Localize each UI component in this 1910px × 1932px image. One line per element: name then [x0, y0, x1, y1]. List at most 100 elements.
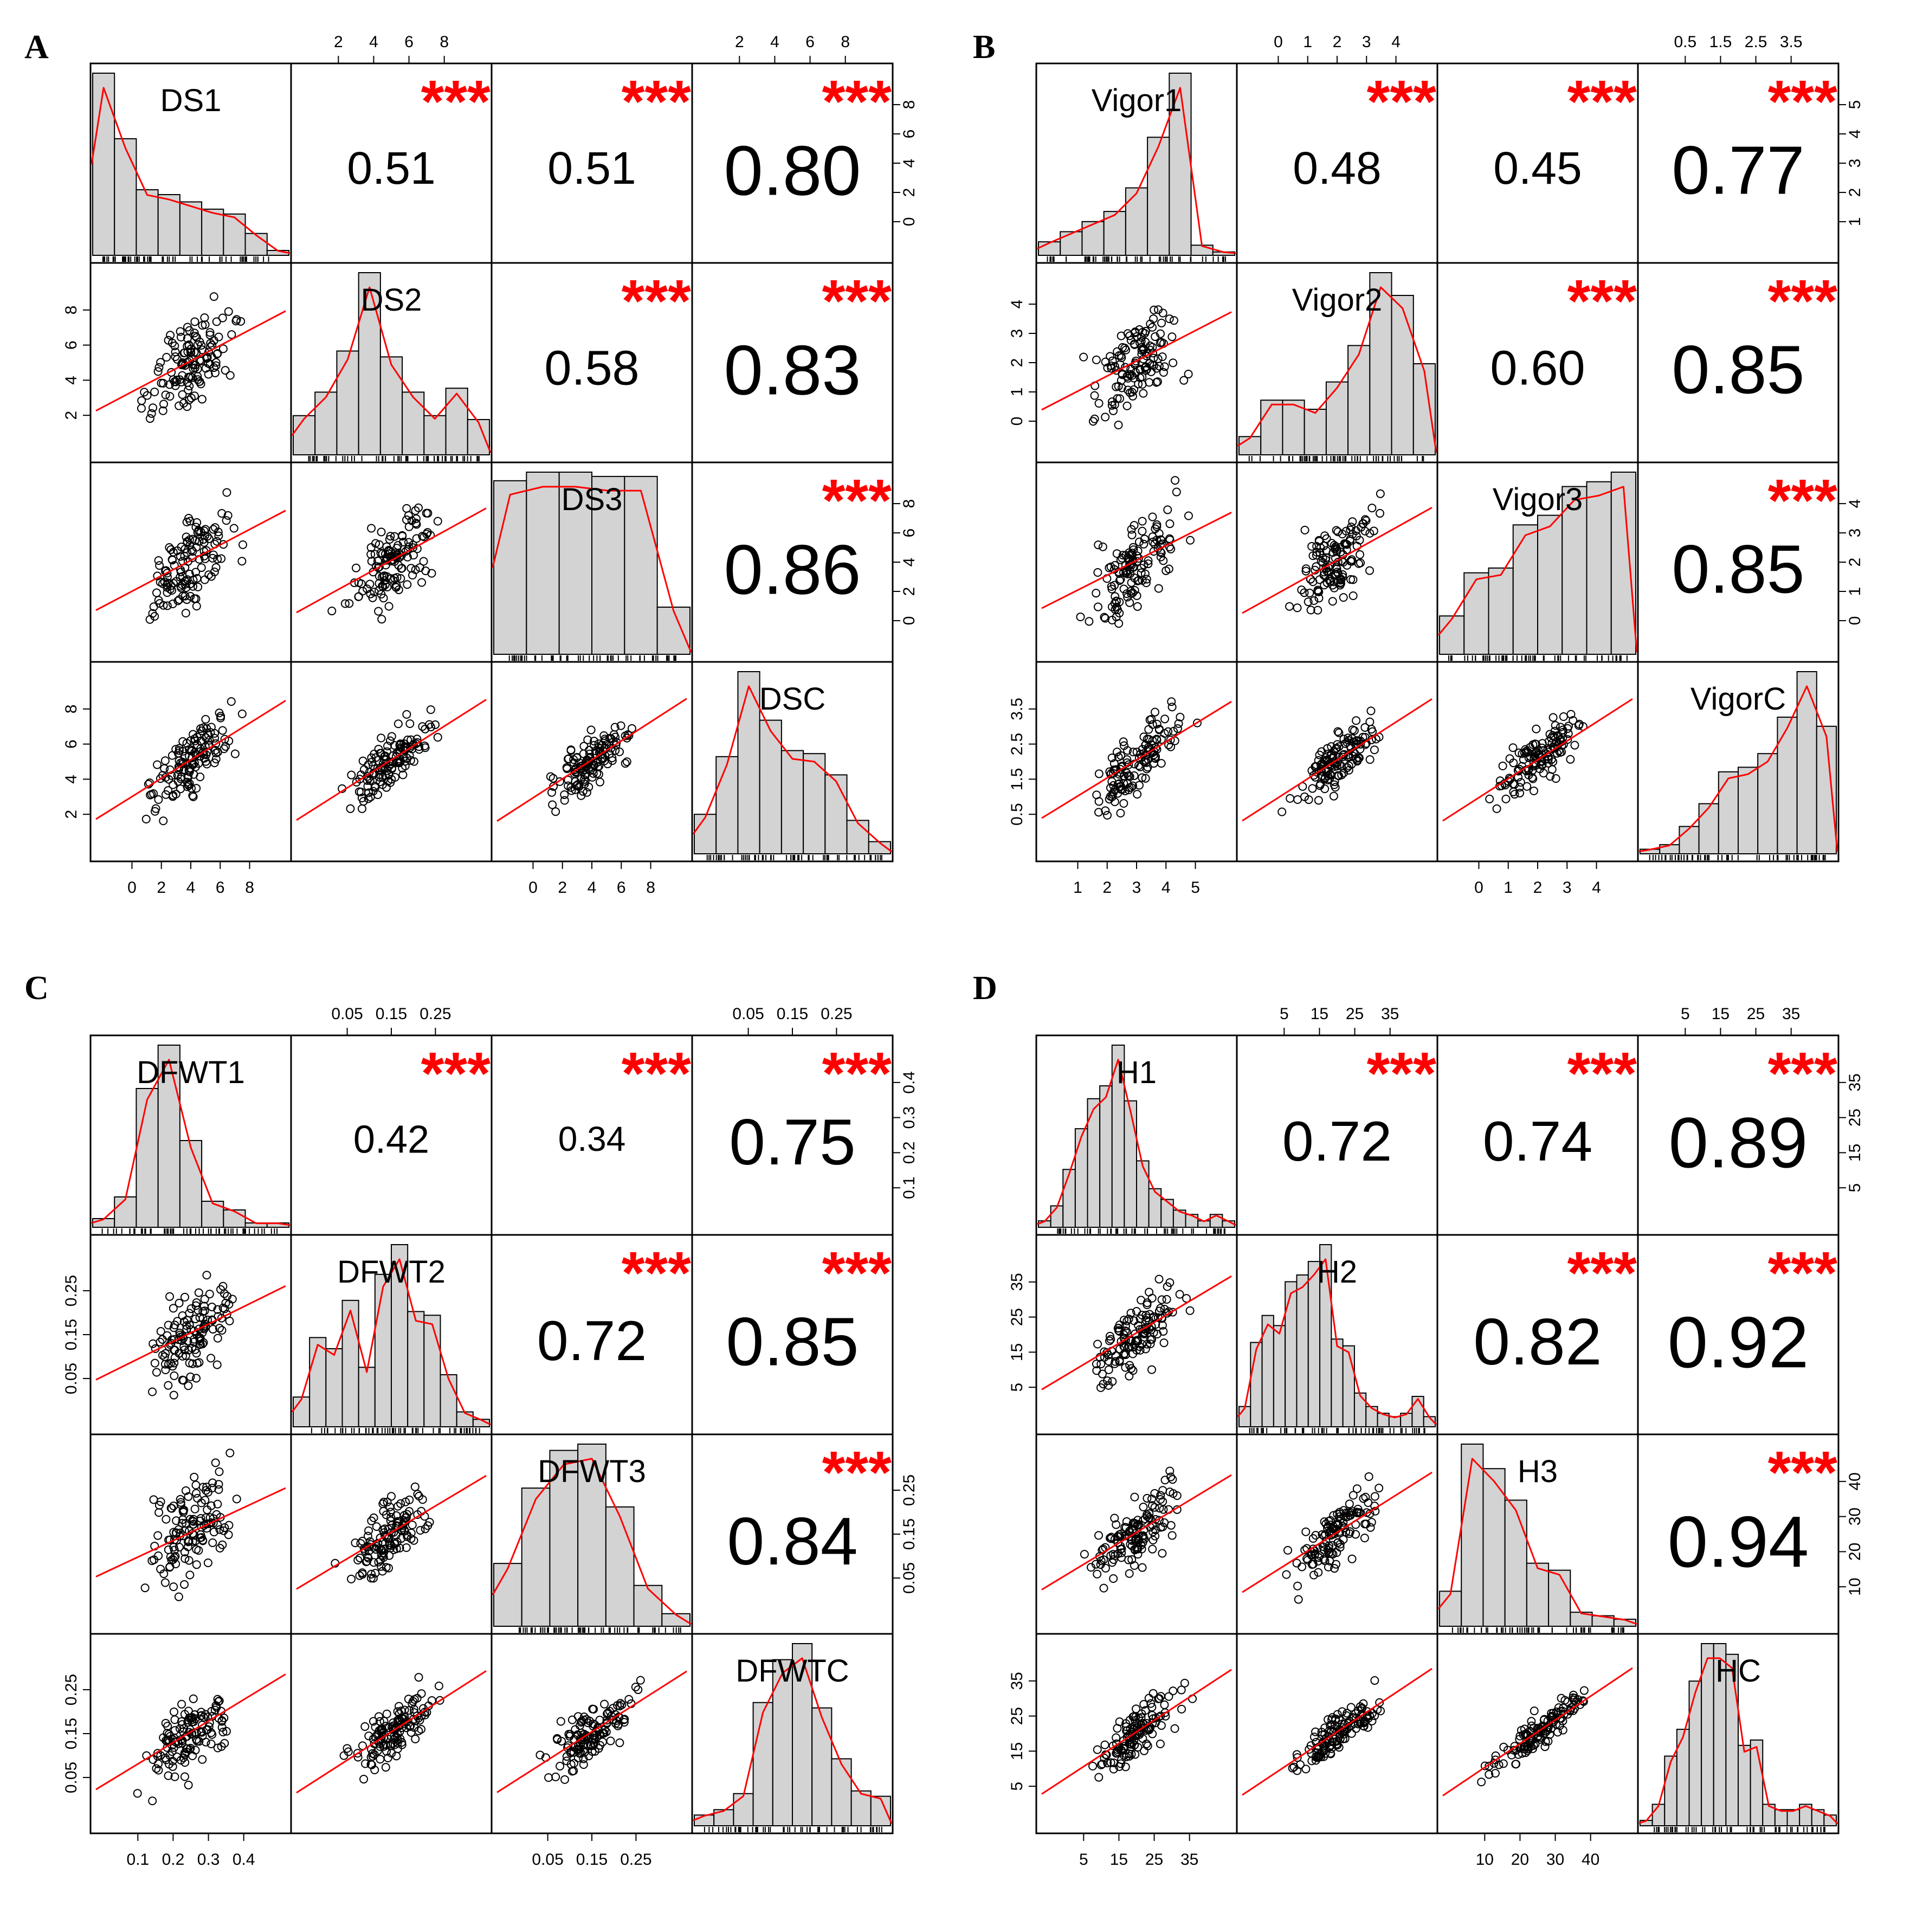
- bottom-tick-label: 1: [1504, 879, 1513, 897]
- hist-bar: [1074, 1128, 1088, 1228]
- variable-label: Vigor2: [1292, 282, 1383, 318]
- scatter-point: [165, 1562, 175, 1572]
- scatter-point: [1305, 588, 1314, 597]
- fit-line: [95, 1673, 286, 1791]
- left-tick-label: 15: [1008, 1742, 1026, 1760]
- scatter-point: [1301, 564, 1311, 574]
- scatter-point: [1126, 1540, 1135, 1549]
- scatter-point: [1293, 1581, 1302, 1590]
- scatter-point: [1354, 559, 1363, 568]
- right-tick-label: 8: [900, 100, 918, 110]
- right-tick-label: 2: [1846, 188, 1864, 197]
- scatter-point: [388, 763, 397, 772]
- scatter-point: [567, 1747, 576, 1756]
- panel-label: B: [973, 29, 995, 66]
- scatter-point: [1156, 329, 1165, 338]
- scatter-point: [1477, 1778, 1486, 1787]
- fit-line: [1442, 698, 1633, 822]
- scatter-point: [140, 1583, 150, 1593]
- scatter-point: [366, 1540, 375, 1549]
- scatter-point: [385, 534, 394, 544]
- density-curve: [693, 1657, 893, 1824]
- scatter-point: [209, 1528, 218, 1537]
- scatter-point: [1138, 372, 1147, 382]
- scatter-point: [600, 735, 609, 744]
- bottom-tick-label: 0.2: [162, 1851, 185, 1869]
- scatter-point: [1127, 1731, 1137, 1740]
- scatter-point: [1131, 1750, 1140, 1759]
- hist-bar: [1124, 1100, 1137, 1228]
- scatter-point: [153, 760, 162, 769]
- cell-border: [1035, 1234, 1238, 1435]
- left-tick-label: 0: [1008, 417, 1026, 426]
- cell-3-2: [491, 661, 693, 862]
- scatter-point: [1564, 722, 1573, 731]
- hist-bar: [309, 1337, 327, 1427]
- left-tick-label: 0.05: [62, 1762, 80, 1793]
- scatter-point: [1094, 540, 1103, 550]
- significance-stars: ***: [1567, 1040, 1637, 1107]
- scatter-point: [1177, 1685, 1186, 1695]
- scatter-point: [390, 532, 399, 541]
- scatter-point: [170, 1726, 179, 1735]
- scatter-point: [1351, 1709, 1360, 1718]
- scatter-point: [1330, 1564, 1339, 1573]
- scatter-point: [170, 1358, 179, 1368]
- scatter-point: [624, 731, 634, 740]
- top-tick-label: 0.05: [732, 1005, 764, 1023]
- scatter-point: [1510, 1742, 1519, 1751]
- scatter-point: [1117, 751, 1126, 760]
- scatter-point: [600, 1699, 609, 1709]
- scatter-point: [421, 1524, 430, 1534]
- scatter-point: [172, 1516, 181, 1525]
- scatter-point: [358, 1570, 367, 1579]
- scatter-point: [367, 757, 377, 767]
- scatter-point: [1144, 725, 1153, 734]
- hist-bar: [752, 1702, 773, 1826]
- scatter-point: [218, 1540, 227, 1549]
- hist-bar: [1774, 1809, 1788, 1827]
- scatter-point: [1527, 1733, 1536, 1742]
- scatter-point: [229, 524, 238, 533]
- right-tick-label: 40: [1846, 1472, 1864, 1490]
- scatter-point: [217, 554, 226, 563]
- hist-bar: [1412, 363, 1436, 455]
- scatter-point: [232, 1495, 241, 1504]
- scatter-point: [408, 741, 417, 750]
- scatter-point: [1301, 566, 1311, 576]
- significance-stars: ***: [1768, 1240, 1838, 1306]
- cell-1-1: DS2: [290, 262, 493, 463]
- scatter-point: [191, 1480, 201, 1490]
- scatter-point: [1323, 1524, 1332, 1533]
- hist-bar: [1488, 567, 1514, 655]
- scatter-point: [1101, 413, 1110, 422]
- scatter-point: [1528, 1744, 1537, 1753]
- scatter-point: [535, 1750, 545, 1760]
- bottom-tick-label: 15: [1110, 1851, 1128, 1869]
- bottom-tick-label: 1: [1073, 879, 1082, 897]
- scatter-point: [1124, 385, 1133, 395]
- scatter-point: [1333, 527, 1343, 537]
- scatter-point: [1121, 1336, 1130, 1345]
- scatter-point: [1304, 597, 1313, 607]
- right-tick-label: 5: [1846, 100, 1864, 110]
- scatter-point: [566, 783, 576, 792]
- scatter-point: [194, 1288, 203, 1297]
- scatter-point: [1096, 1560, 1105, 1569]
- scatter-point: [198, 1755, 207, 1764]
- hist-bar: [1160, 1199, 1174, 1228]
- hist-bar: [850, 1790, 872, 1826]
- scatter-point: [193, 375, 203, 384]
- variable-label: DFWT1: [137, 1055, 245, 1090]
- scatter-point: [1480, 1761, 1489, 1770]
- scatter-point: [427, 723, 436, 732]
- scatter-point: [137, 404, 146, 413]
- scatter-point: [211, 361, 221, 370]
- scatter-point: [1325, 1556, 1334, 1566]
- scatter-point: [409, 551, 418, 560]
- scatter-point: [1130, 521, 1139, 530]
- scatter-point: [1331, 762, 1340, 771]
- scatter-point: [1309, 1733, 1319, 1742]
- scatter-point: [1150, 707, 1159, 717]
- scatter-point: [421, 724, 430, 733]
